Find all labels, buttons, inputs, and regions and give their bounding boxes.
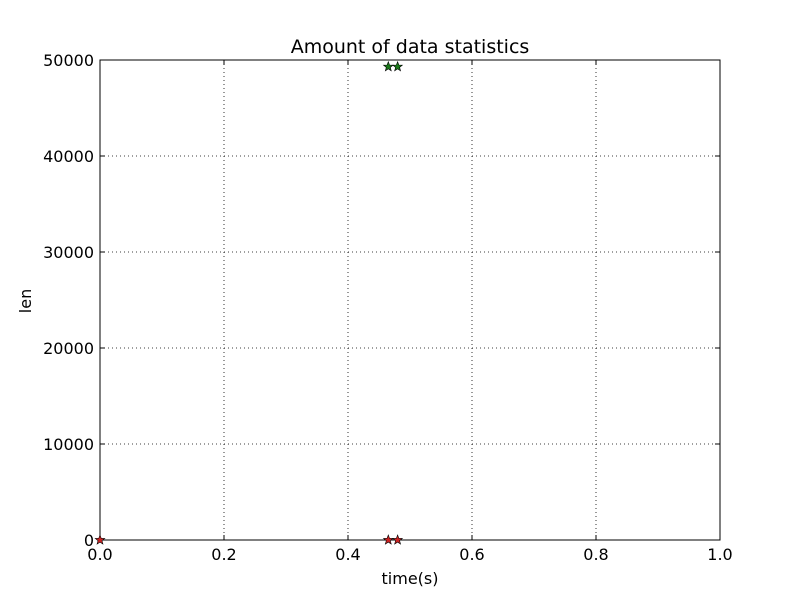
data-point-series-0 (392, 60, 404, 72)
x-tick-labels: 0.0 0.2 0.4 0.6 0.8 1.0 (87, 545, 732, 564)
x-tick-label: 0.8 (583, 545, 608, 564)
x-tick-label: 0.4 (335, 545, 360, 564)
y-axis-title: len (16, 289, 35, 313)
y-tick-label: 30000 (43, 243, 94, 262)
x-tick-label: 0.2 (211, 545, 236, 564)
x-tick-label: 0.0 (87, 545, 112, 564)
x-tick-label: 1.0 (707, 545, 732, 564)
x-tick-label: 0.6 (459, 545, 484, 564)
y-tick-label: 20000 (43, 339, 94, 358)
data-point-series-1 (392, 534, 404, 545)
data-points (94, 60, 404, 545)
data-point-series-1 (382, 534, 394, 545)
chart-title: Amount of data statistics (291, 36, 530, 58)
plot-frame (99, 59, 721, 541)
y-tick-labels: 0 10000 20000 30000 40000 50000 (43, 51, 94, 550)
data-point-series-0 (382, 60, 394, 72)
plot-area (100, 60, 720, 540)
y-tick-label: 50000 (43, 51, 94, 70)
y-tick-label: 40000 (43, 147, 94, 166)
y-tick-label: 0 (84, 531, 94, 550)
data-point-series-1 (94, 534, 106, 545)
x-axis-title: time(s) (382, 569, 439, 588)
y-tick-label: 10000 (43, 435, 94, 454)
